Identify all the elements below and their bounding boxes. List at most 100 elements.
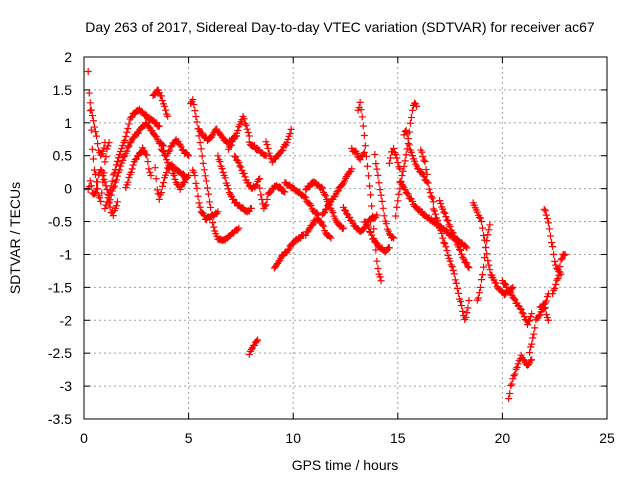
data-point <box>255 175 263 183</box>
data-point <box>513 363 521 371</box>
data-point <box>308 222 316 230</box>
data-point <box>242 121 250 129</box>
x-tick-label: 0 <box>80 430 88 446</box>
data-point <box>162 106 170 114</box>
data-point <box>113 172 121 180</box>
data-point <box>531 324 539 332</box>
data-point <box>214 152 222 160</box>
data-point <box>244 179 252 187</box>
data-point <box>404 135 412 143</box>
data-point <box>109 171 117 179</box>
data-point <box>379 204 387 212</box>
data-point <box>362 152 370 160</box>
data-point <box>423 170 431 178</box>
data-point <box>400 162 408 170</box>
data-point <box>525 361 533 369</box>
data-point <box>167 163 175 171</box>
data-point <box>393 154 401 162</box>
data-point <box>476 214 484 222</box>
data-point <box>243 125 251 133</box>
data-point <box>536 311 544 319</box>
data-point <box>556 263 564 271</box>
data-point <box>283 139 291 147</box>
data-point <box>190 168 198 176</box>
data-point <box>263 195 271 203</box>
data-point <box>334 187 342 195</box>
data-point <box>89 117 97 125</box>
data-point <box>92 128 100 136</box>
data-point <box>321 190 329 198</box>
data-point <box>540 300 548 308</box>
data-point <box>389 233 397 241</box>
data-point <box>112 202 120 210</box>
data-point <box>159 179 167 187</box>
data-point <box>102 153 110 161</box>
data-point <box>399 167 407 175</box>
data-point <box>187 100 195 108</box>
data-point <box>207 203 215 211</box>
data-point <box>554 275 562 283</box>
data-point <box>385 159 393 167</box>
data-point <box>99 172 107 180</box>
data-point <box>326 232 334 240</box>
data-point <box>110 182 118 190</box>
data-point <box>90 166 98 174</box>
data-point <box>223 181 231 189</box>
data-point <box>85 89 93 97</box>
data-point <box>358 113 366 121</box>
data-point <box>196 138 204 146</box>
data-point <box>286 130 294 138</box>
data-point <box>549 290 557 298</box>
data-point <box>518 309 526 317</box>
data-point <box>112 161 120 169</box>
data-point <box>84 185 92 193</box>
data-point <box>535 312 543 320</box>
data-point <box>402 151 410 159</box>
data-point <box>437 200 445 208</box>
data-point <box>320 222 328 230</box>
data-point <box>322 192 330 200</box>
data-point <box>452 279 460 287</box>
data-point <box>479 271 487 279</box>
data-point <box>441 240 449 248</box>
data-point <box>394 158 402 166</box>
data-point <box>446 257 454 265</box>
data-point <box>124 178 132 186</box>
data-point <box>218 165 226 173</box>
x-tick-label: 25 <box>599 430 615 446</box>
data-point <box>474 294 482 302</box>
data-point <box>509 283 517 291</box>
data-point <box>373 165 381 173</box>
data-point <box>109 212 117 220</box>
y-tick-label: -0.5 <box>48 214 72 230</box>
data-point <box>480 263 488 271</box>
data-point <box>370 225 378 233</box>
data-point <box>101 139 109 147</box>
data-point <box>423 178 431 186</box>
data-point <box>323 205 331 213</box>
data-point <box>97 197 105 205</box>
data-point <box>437 226 445 234</box>
data-point <box>353 149 361 157</box>
data-point <box>87 106 95 114</box>
data-point <box>196 203 204 211</box>
data-point <box>214 208 222 216</box>
data-point <box>284 135 292 143</box>
y-tick-label: -3 <box>60 378 73 394</box>
data-point <box>346 213 354 221</box>
data-point <box>101 205 109 213</box>
data-point <box>457 246 465 254</box>
data-point <box>216 158 224 166</box>
data-point <box>147 171 155 179</box>
data-point <box>373 211 381 219</box>
data-point <box>545 225 553 233</box>
data-point <box>463 244 471 252</box>
data-point <box>486 221 494 229</box>
data-point <box>507 382 515 390</box>
data-point <box>276 183 284 191</box>
data-point <box>528 356 536 364</box>
data-point <box>198 152 206 160</box>
data-point <box>406 119 414 127</box>
data-point <box>529 334 537 342</box>
